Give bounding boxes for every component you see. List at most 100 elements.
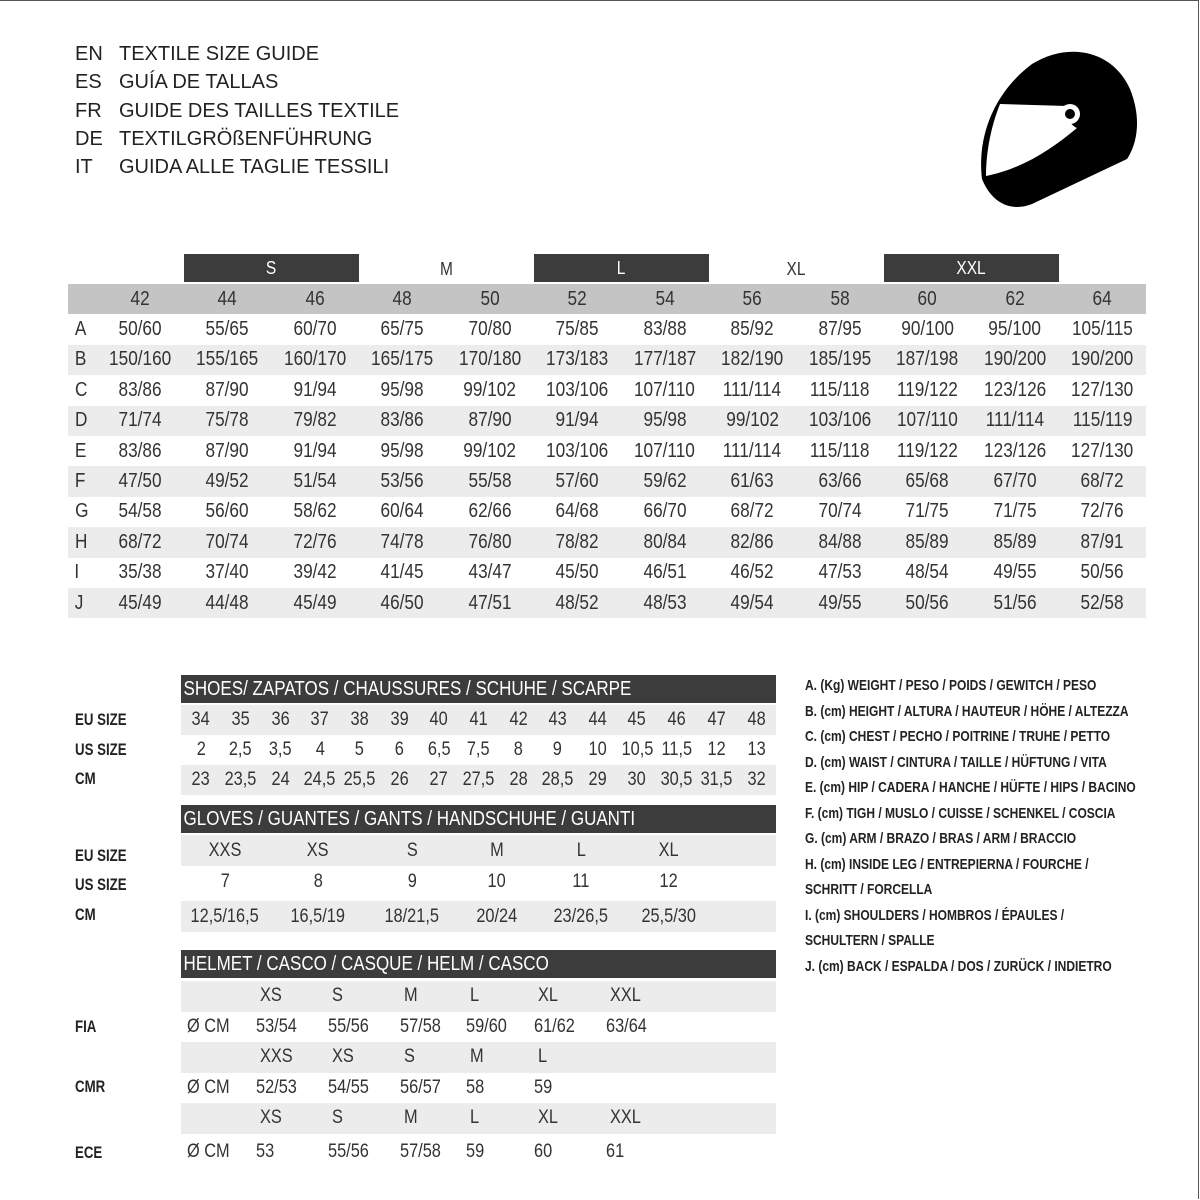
measurement-cell-text: 99/102 — [725, 409, 779, 432]
table-row: F 47/50 49/52 51/54 53/56 55/58 57/60 59/62 61/6… — [68, 466, 1146, 497]
glove-size-cell: 12 — [625, 866, 713, 897]
glove-size-cell: 12,5/16,5 — [181, 901, 269, 932]
shoe-size-cell-text: 9 — [553, 739, 563, 760]
shoe-size-cell-text: 31,5 — [700, 769, 733, 790]
measurement-cell: 46/51 — [621, 558, 709, 588]
empty-cell — [713, 835, 776, 866]
shoe-size-cell-text: 28,5 — [541, 769, 574, 790]
row-label-text: G — [75, 500, 89, 523]
measurement-cell: 105/115 — [1059, 314, 1147, 344]
eu-number: 48 — [358, 284, 446, 315]
empty-cell — [68, 254, 96, 284]
shoe-size-cell: 31,5 — [696, 765, 737, 795]
helmet-label-cmr: CMR — [75, 1077, 106, 1096]
measurement-cell-text: 83/86 — [118, 378, 162, 401]
measurement-cell-text: 71/75 — [905, 500, 949, 523]
helmet-size-cell: XL — [534, 981, 606, 1012]
helmet-value-cell-text: 53 — [256, 1140, 275, 1162]
shoe-size-cell: 27,5 — [458, 765, 499, 795]
measurement-cell: 182/190 — [708, 344, 796, 376]
helmet-size-cell-text: XXL — [610, 1107, 641, 1129]
glove-size-cell: XXS — [181, 835, 269, 866]
measurement-cell: 87/95 — [796, 314, 884, 344]
helmet-size-cell-text: M — [404, 985, 418, 1007]
helmet-value-cell: 58 — [466, 1073, 534, 1104]
legend-line: H. (cm) INSIDE LEG / ENTREPIERNA / FOURC… — [805, 855, 1089, 873]
row-label-text: B — [74, 348, 87, 371]
measurement-cell-text: 91/94 — [555, 409, 599, 432]
legend-line: D. (cm) WAIST / CINTURA / TAILLE / HÜFTU… — [805, 753, 1107, 771]
eu-number: 46 — [271, 284, 359, 315]
measurement-cell-text: 115/118 — [809, 439, 870, 462]
glove-size-cell-text: 7 — [220, 870, 230, 892]
measurement-cell-text: 91/94 — [293, 378, 337, 401]
shoe-size-cell-text: 30 — [627, 769, 647, 790]
eu-number-text: 56 — [742, 287, 762, 310]
measurement-cell: 119/122 — [884, 375, 972, 405]
measurement-cell-text: 50/56 — [905, 591, 949, 614]
row-label: J — [68, 587, 96, 619]
helmet-size-cell: XXS — [256, 1042, 328, 1073]
measurement-cell-text: 68/72 — [1080, 470, 1124, 493]
glove-size-cell: 25,5/30 — [625, 901, 713, 932]
measurement-cell: 123/126 — [971, 436, 1059, 466]
helmet-size-cell-text: XL — [538, 1107, 558, 1129]
measurement-cell-text: 123/126 — [983, 439, 1046, 462]
measurement-cell-text: 56/60 — [205, 500, 249, 523]
glove-size-cell: XL — [625, 835, 713, 866]
helmet-value-cell-text: 55/56 — [328, 1015, 369, 1037]
measurement-cell: 58/62 — [271, 497, 359, 527]
lang-code: ES — [75, 71, 102, 94]
measurement-cell-text: 70/80 — [468, 318, 512, 341]
helmet-value-cell-text: 55/56 — [328, 1140, 369, 1162]
shoe-size-cell-text: 44 — [588, 709, 607, 730]
measurement-cell-text: 35/38 — [118, 561, 162, 584]
measurement-cell-text: 46/50 — [380, 591, 424, 614]
legend-line: SCHULTERN / SPALLE — [805, 932, 935, 949]
shoe-size-cell: 5 — [340, 735, 380, 765]
measurement-cell: 160/170 — [271, 344, 359, 376]
measurement-cell: 103/106 — [534, 375, 622, 405]
measurement-cell: 115/119 — [1058, 405, 1146, 436]
helmet-value-row: Ø CM 53/54 55/56 57/58 59/60 61/62 63/64 — [181, 1012, 776, 1043]
measurement-cell-text: 75/78 — [205, 409, 249, 432]
shoe-size-cell: 2 — [181, 735, 221, 765]
title-text: GUÍA DE TALLAS — [119, 71, 279, 94]
eu-number-text: 50 — [480, 287, 500, 310]
measurement-cell-text: 47/53 — [818, 561, 862, 584]
size-group-label-text: L — [616, 258, 626, 278]
measurement-cell: 67/70 — [971, 466, 1059, 497]
shoe-size-cell-text: 7,5 — [467, 739, 490, 760]
shoe-size-cell: 40 — [418, 705, 459, 735]
measurement-cell: 37/40 — [184, 558, 272, 588]
measurement-cell: 51/54 — [271, 466, 359, 497]
legend-line: G. (cm) ARM / BRAZO / BRAS / ARM / BRACC… — [805, 830, 1077, 847]
measurement-cell-text: 57/60 — [555, 470, 599, 493]
measurement-cell: 185/195 — [796, 344, 884, 376]
measurement-cell-text: 119/122 — [896, 378, 958, 401]
measurement-cell: 45/50 — [534, 558, 622, 588]
row-label: B — [68, 344, 96, 376]
size-group-label-text: XL — [786, 259, 806, 279]
helmet-value-cell-text: 56/57 — [400, 1076, 441, 1098]
measurement-cell-text: 47/50 — [118, 470, 162, 493]
measurement-cell: 187/198 — [883, 344, 971, 376]
size-group-label: XL — [709, 255, 884, 283]
measurement-cell-text: 87/91 — [1080, 530, 1124, 553]
measurement-cell: 103/106 — [534, 436, 622, 466]
measurement-cell-text: 70/74 — [818, 500, 862, 523]
helmet-value-cell: 59 — [534, 1073, 606, 1104]
shoe-size-cell-text: 3,5 — [268, 739, 292, 760]
measurement-cell: 56/60 — [184, 497, 272, 527]
measurement-cell-text: 95/98 — [380, 378, 424, 401]
measurement-cell: 83/88 — [621, 314, 709, 344]
empty-cell — [676, 1134, 776, 1170]
shoe-size-cell-text: 13 — [746, 739, 766, 760]
helmet-size-cell-text: S — [332, 1107, 343, 1129]
measurement-cell: 95/98 — [621, 405, 709, 436]
helmet-size-cell: L — [466, 1103, 534, 1134]
shoe-size-cell-text: 29 — [588, 769, 607, 790]
eu-number-text: 54 — [655, 287, 675, 310]
measurement-cell: 63/66 — [796, 466, 884, 497]
unit-cell-text: Ø CM — [187, 1076, 230, 1098]
